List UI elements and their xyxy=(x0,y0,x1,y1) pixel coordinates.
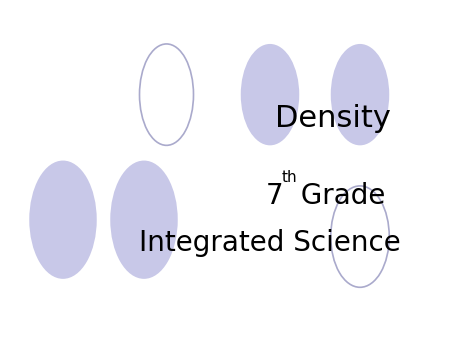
Text: th: th xyxy=(281,170,297,185)
Text: Integrated Science: Integrated Science xyxy=(139,230,401,257)
Ellipse shape xyxy=(331,186,389,287)
Ellipse shape xyxy=(110,161,178,279)
Text: Density: Density xyxy=(275,104,391,133)
Ellipse shape xyxy=(331,44,389,145)
Text: Grade: Grade xyxy=(292,182,386,210)
Ellipse shape xyxy=(241,44,299,145)
Ellipse shape xyxy=(29,161,97,279)
Text: 7: 7 xyxy=(266,182,283,210)
Ellipse shape xyxy=(140,44,194,145)
